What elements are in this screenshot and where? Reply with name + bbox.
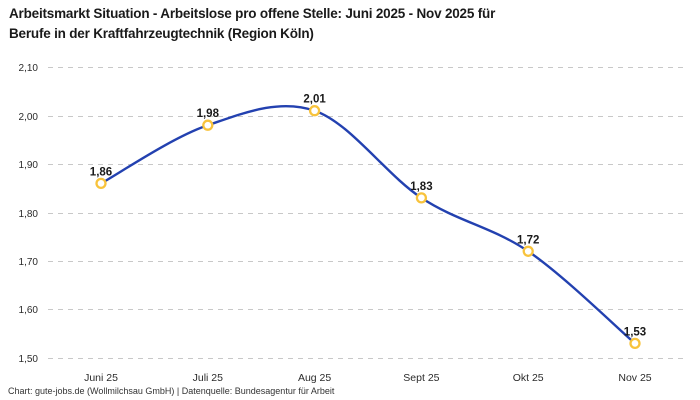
series-line	[99, 104, 637, 345]
data-point-label: 1,53	[624, 326, 646, 338]
data-point-label: 1,72	[517, 234, 539, 246]
chart-title-line2: Berufe in der Kraftfahrzeugtechnik (Regi…	[9, 26, 314, 41]
y-tick-label: 2,00	[19, 112, 39, 123]
chart-attribution: Chart: gute-jobs.de (Wollmilchsau GmbH) …	[8, 386, 335, 396]
data-point-label: 1,86	[90, 166, 112, 178]
x-tick-label: Juni 25	[84, 372, 118, 384]
x-tick-label: Nov 25	[618, 372, 651, 384]
data-point-marker	[95, 177, 107, 190]
y-tick-label: 1,70	[19, 257, 39, 268]
data-point-marker	[308, 105, 321, 117]
y-tick-label: 1,60	[19, 305, 39, 316]
data-point-label: 2,01	[303, 94, 326, 106]
y-tick-label: 1,80	[19, 209, 39, 220]
y-tick-label: 1,50	[19, 354, 39, 365]
x-tick-label: Aug 25	[298, 372, 331, 384]
chart-title: Arbeitsmarkt Situation - Arbeitslose pro…	[9, 4, 669, 44]
data-point-label: 1,83	[410, 181, 432, 193]
y-tick-label: 1,90	[19, 160, 39, 171]
chart-title-line1: Arbeitsmarkt Situation - Arbeitslose pro…	[9, 6, 496, 21]
data-point-marker	[522, 245, 534, 257]
data-point-marker	[415, 192, 428, 204]
data-point-marker	[202, 119, 214, 131]
data-point-label: 1,98	[197, 108, 220, 120]
data-point-marker	[629, 337, 641, 350]
x-tick-label: Okt 25	[513, 372, 544, 384]
x-tick-label: Sept 25	[403, 372, 439, 384]
x-tick-label: Juli 25	[193, 372, 224, 384]
y-tick-label: 2,10	[19, 63, 39, 74]
